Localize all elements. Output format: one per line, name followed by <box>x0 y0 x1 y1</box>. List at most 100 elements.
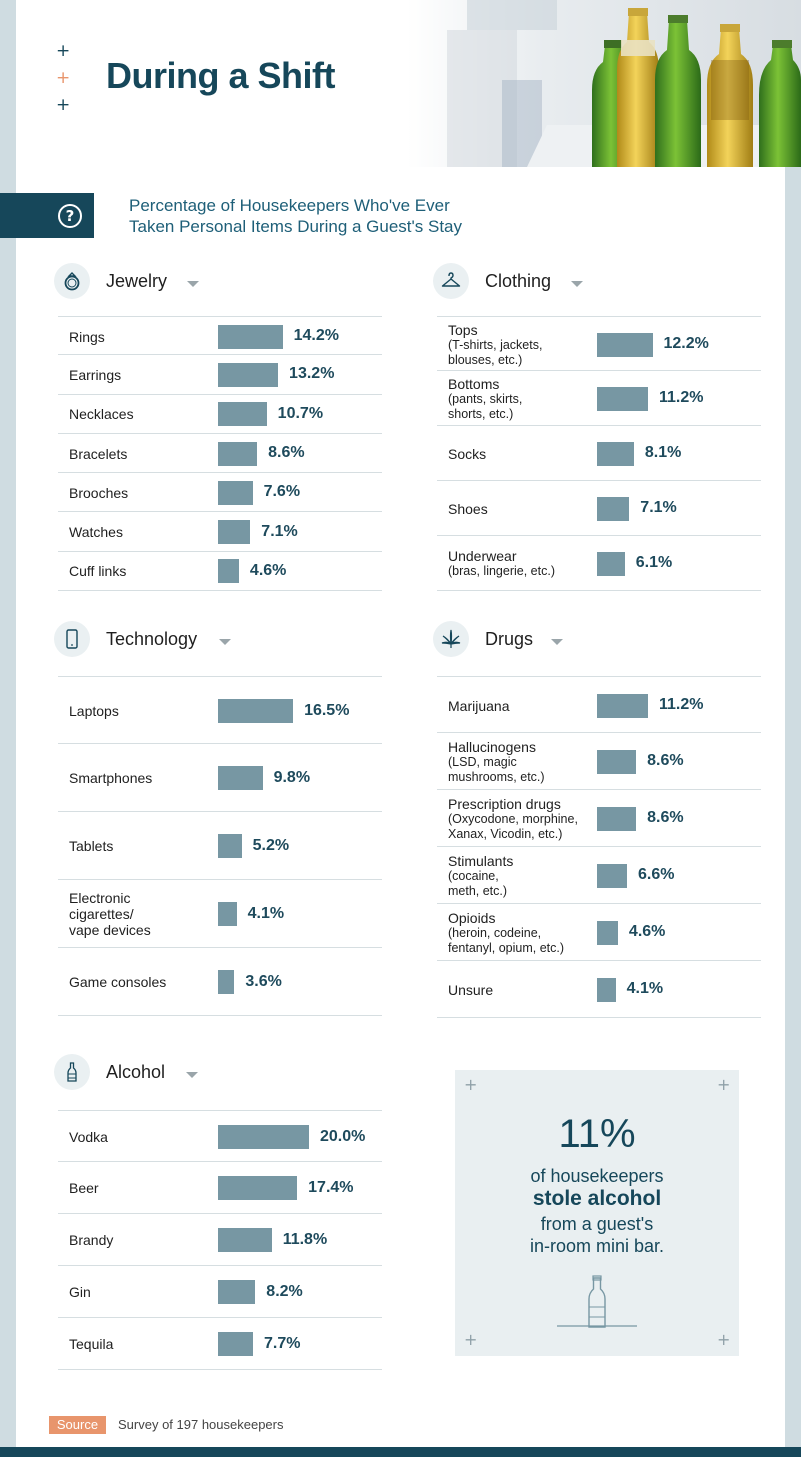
bar <box>597 920 618 945</box>
category-sublabel: (Oxycodone, morphine, Xanax, Vicodin, et… <box>448 811 578 841</box>
alcohol-callout: + + + + 11% of housekeepers stole alcoho… <box>455 1070 739 1356</box>
category-label: Opioids (heroin, codeine, fentanyl, opium… <box>448 910 564 956</box>
value-label: 9.8% <box>273 768 311 786</box>
category-label: Bracelets <box>69 446 127 462</box>
chevron-down-icon[interactable] <box>571 281 583 287</box>
category-name: Beer <box>69 1180 99 1196</box>
category-label: Bottoms (pants, skirts, shorts, etc.) <box>448 376 522 422</box>
category-label: Smartphones <box>69 770 152 786</box>
section-title: Technology <box>106 629 198 649</box>
category-name: Unsure <box>448 981 494 998</box>
value-label: 11.2% <box>658 696 704 713</box>
bar <box>218 834 242 858</box>
question-banner: ? <box>0 193 94 238</box>
category-name: Rings <box>69 328 105 345</box>
value-label: 17.4% <box>308 1178 354 1196</box>
chevron-down-icon[interactable] <box>219 639 231 645</box>
plus-icon: + <box>464 1075 478 1094</box>
bar <box>218 1332 254 1356</box>
bar <box>218 1125 309 1149</box>
category-label: Brandy <box>69 1232 113 1248</box>
bar <box>218 766 263 790</box>
value-label: 14.2% <box>293 327 339 345</box>
category-name: Brooches <box>69 484 129 501</box>
category-name: Bottoms <box>448 375 500 392</box>
bottles-photo <box>407 0 801 167</box>
category-name: Smartphones <box>69 770 153 786</box>
category-label: Game consoles <box>69 974 166 990</box>
chart-subtitle: Percentage of Housekeepers Who've Ever T… <box>129 195 549 237</box>
category-name: Tablets <box>69 838 114 854</box>
bar <box>218 559 239 584</box>
value-label: 6.1% <box>635 554 673 571</box>
category-label: Electronic cigarettes/ vape devices <box>69 890 151 938</box>
chevron-down-icon[interactable] <box>187 281 199 287</box>
value-label: 7.1% <box>640 499 677 516</box>
source-text: Survey of 197 housekeepers <box>118 1417 284 1432</box>
value-label: 20.0% <box>320 1127 366 1145</box>
category-name: Gin <box>69 1284 91 1300</box>
bar <box>597 496 630 521</box>
category-label: Necklaces <box>69 406 134 422</box>
plus-icon: + <box>464 1330 478 1349</box>
category-label: Hallucinogens (LSD, magic mushrooms, etc.… <box>448 739 545 785</box>
category-label: Tequila <box>69 1336 113 1352</box>
value-label: 6.6% <box>638 866 675 883</box>
category-label: Underwear (bras, lingerie, etc.) <box>448 548 555 579</box>
bottle-icon <box>54 1054 90 1090</box>
plus-icon: + <box>56 95 71 115</box>
bar <box>597 551 625 576</box>
value-label: 7.7% <box>264 1334 301 1352</box>
value-label: 3.6% <box>245 972 282 990</box>
bottle-icon <box>557 1275 637 1328</box>
callout-highlight: stole alcohol <box>532 1187 662 1210</box>
category-label: Watches <box>69 524 123 540</box>
chart-row: Beer 17.4% <box>58 1162 382 1214</box>
section-title: Alcohol <box>106 1062 166 1082</box>
bar <box>218 520 251 545</box>
value-label: 16.5% <box>304 701 350 719</box>
bar <box>218 324 283 349</box>
category-label: Stimulants (cocaine, meth, etc.) <box>448 853 513 899</box>
smartphone-icon <box>54 621 90 657</box>
chart-row: Tops (T-shirts, jackets, blouses, etc.) 12… <box>437 316 761 371</box>
bar <box>597 863 628 888</box>
chart-row: Brandy 11.8% <box>58 1214 382 1266</box>
bar <box>218 441 258 466</box>
chart-row: Tablets 5.2% <box>58 812 382 880</box>
value-label: 4.6% <box>628 923 666 940</box>
category-name: Necklaces <box>69 406 134 423</box>
chart-row: Laptops 16.5% <box>58 676 382 744</box>
value-label: 11.2% <box>658 389 704 406</box>
category-label: Brooches <box>69 485 128 501</box>
chart-row: Earrings 13.2% <box>58 355 382 395</box>
bar <box>218 402 267 427</box>
chevron-down-icon[interactable] <box>186 1072 198 1078</box>
category-label: Marijuana <box>448 698 509 714</box>
value-label: 13.2% <box>289 365 335 383</box>
cannabis-leaf-icon <box>433 621 469 657</box>
plus-icon: + <box>56 41 71 61</box>
page-title: During a Shift <box>106 55 336 96</box>
value-label: 5.2% <box>252 836 290 854</box>
section-title: Clothing <box>485 271 552 291</box>
question-icon: ? <box>58 204 82 228</box>
chart-row: Underwear (bras, lingerie, etc.) 6.1% <box>437 536 761 591</box>
source-badge: Source <box>49 1416 106 1434</box>
value-label: 8.1% <box>644 444 682 461</box>
category-label: Rings <box>69 329 105 345</box>
chevron-down-icon[interactable] <box>551 639 563 645</box>
bar <box>597 441 634 466</box>
category-label: Cuff links <box>69 563 126 579</box>
bar <box>218 1228 272 1252</box>
callout-text: from a guest's <box>540 1214 654 1234</box>
value-label: 4.1% <box>247 904 285 922</box>
category-label: Laptops <box>69 703 119 719</box>
callout-text: in-room mini bar. <box>529 1236 665 1256</box>
value-label: 7.6% <box>263 483 301 501</box>
chart-row: Necklaces 10.7% <box>58 395 382 434</box>
category-name: Shoes <box>448 500 488 517</box>
chart-row: Rings 14.2% <box>58 316 382 356</box>
chart-row: Game consoles 3.6% <box>58 948 382 1016</box>
